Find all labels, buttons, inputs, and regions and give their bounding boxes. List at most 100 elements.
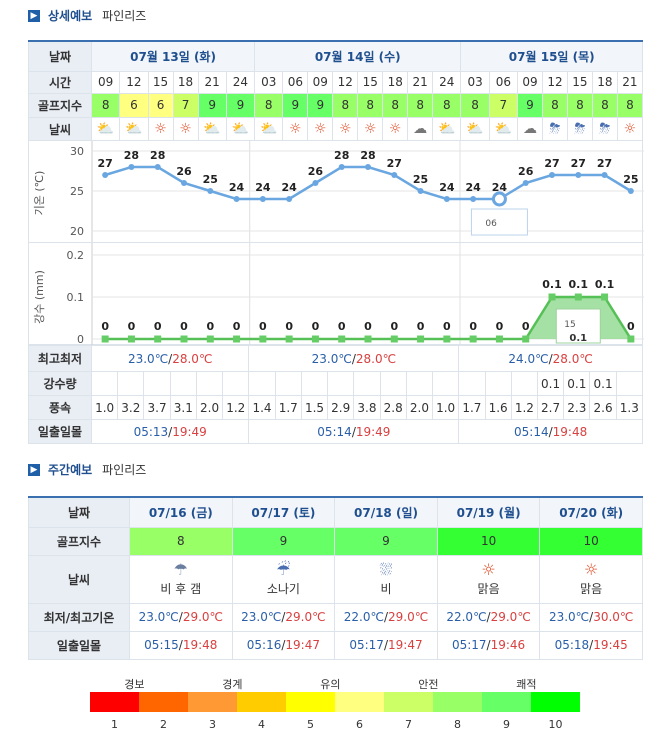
legend-number: 1 <box>111 718 118 731</box>
separator: / <box>281 638 286 652</box>
temp-point <box>417 188 424 194</box>
partly-cloudy-icon: ⛅ <box>466 121 484 137</box>
time-cell: 12 <box>541 70 568 94</box>
weekly-place: 파인리즈 <box>102 463 147 477</box>
weekly-weather-text: 맑음 <box>477 581 500 596</box>
detail-table: 날짜 07월 13일 (화) 07월 14일 (수) 07월 15일 (목) 시간 09… <box>28 40 644 142</box>
rain-point <box>180 335 188 343</box>
temp-point <box>181 180 187 186</box>
rain-chart: 강수 (mm) 0.2 0.1 0 0 0 0 0 0 0 0 0 0 0 0 0 0 0 0 0 0 0.1 0.1 0.1… <box>28 242 644 346</box>
rain-value-label: 0 <box>128 320 136 333</box>
wind-cell: 1.4 <box>248 395 276 420</box>
weekly-max-temp: 29.0℃ <box>388 610 429 624</box>
weekly-sunrise: 05:15 <box>144 638 179 652</box>
weekly-temp: 23.0℃/29.0℃ <box>231 602 336 632</box>
legend-number: 2 <box>160 718 167 731</box>
legend-number: 10 <box>548 718 563 731</box>
time-cell: 18 <box>172 70 199 94</box>
time-cell: 24 <box>432 70 462 94</box>
rain-point <box>364 335 372 343</box>
weekly-weather-text: 소나기 <box>266 581 300 596</box>
temp-tooltip-text: 06 <box>485 219 497 229</box>
separator: / <box>351 351 356 366</box>
weekly-golf-index: 10 <box>436 526 541 556</box>
time-cell: 03 <box>460 70 490 94</box>
time-cell: 12 <box>332 70 359 94</box>
date-header: 07월 15일 (목) <box>460 40 643 72</box>
temp-value-label: 25 <box>413 173 428 186</box>
wind-cell: 1.7 <box>458 395 486 420</box>
weekly-label-temp: 최저/최고기온 <box>28 602 130 632</box>
sunny-icon: ☼ <box>388 121 402 137</box>
legend-level-label: 유의 <box>320 678 341 691</box>
weekly-golf-index: 9 <box>334 526 438 556</box>
weekly-sun: 05:15/19:48 <box>129 630 233 660</box>
temp-value-label: 28 <box>124 149 139 162</box>
precip-cell <box>274 371 302 396</box>
weather-cell: ☼ <box>357 116 384 142</box>
golf-index-cell: 8 <box>357 92 384 118</box>
time-cell: 15 <box>357 70 384 94</box>
temp-value-label: 27 <box>571 157 586 170</box>
rain-point <box>259 335 267 343</box>
sunny-icon: ☼ <box>481 559 496 579</box>
separator: / <box>548 424 553 439</box>
temp-value-label: 27 <box>387 157 402 170</box>
partly-cloudy-icon: ⛅ <box>438 121 456 137</box>
wind-cell: 1.0 <box>432 395 460 420</box>
rain-point <box>390 335 398 343</box>
separator: / <box>383 610 388 624</box>
weekly-weather: ⛆ 비 <box>334 554 438 604</box>
temp-value-label: 24 <box>439 181 455 194</box>
rain-point <box>285 335 293 343</box>
rain-point <box>548 293 556 301</box>
weekly-weather-text: 비 <box>380 581 392 596</box>
weekly-min-temp: 23.0℃ <box>241 610 282 624</box>
golf-index-cell: 6 <box>119 92 149 118</box>
temp-value-label: 24 <box>229 181 245 194</box>
temp-tick-label: 30 <box>70 145 84 158</box>
weather-cell: ⛅ <box>225 116 256 142</box>
weekly-temp: 23.0℃/29.0℃ <box>129 602 233 632</box>
rain-value-label: 0 <box>285 320 293 333</box>
precip-cell <box>222 371 250 396</box>
temp-point <box>286 196 293 202</box>
weather-cell: ⛅ <box>488 116 519 142</box>
weather-cell: ⛅ <box>432 116 462 142</box>
legend-number: 3 <box>209 718 216 731</box>
weekly-sunset: 19:47 <box>388 638 423 652</box>
label-wind: 풍속 <box>28 395 92 420</box>
temp-point <box>259 196 266 202</box>
precip-cell <box>169 371 197 396</box>
legend-swatch <box>335 692 384 712</box>
temp-point <box>233 196 240 202</box>
legend-level-label: 안전 <box>418 678 439 691</box>
label-minmax: 최고최저 <box>28 345 92 372</box>
sunny-icon: ☼ <box>584 559 599 579</box>
chevron-right-icon: ▶ <box>28 463 40 476</box>
precip-cell <box>405 371 434 396</box>
separator: / <box>168 424 173 439</box>
separator: / <box>548 351 553 366</box>
wind-cell: 3.2 <box>117 395 145 420</box>
temp-value-label: 24 <box>492 181 508 194</box>
temp-value-label: 24 <box>255 181 271 194</box>
sunrise: 05:14 <box>514 424 549 439</box>
wind-cell: 3.7 <box>143 395 171 420</box>
legend-number: 5 <box>307 718 314 731</box>
time-cell: 21 <box>197 70 227 94</box>
golf-index-cell: 8 <box>407 92 434 118</box>
temp-point <box>470 196 477 202</box>
sunset: 19:48 <box>552 424 588 439</box>
rain-point <box>101 335 109 343</box>
max-temp: 28.0℃ <box>552 351 593 366</box>
min-temp: 23.0℃ <box>127 351 169 366</box>
weekly-temp: 23.0℃/30.0℃ <box>539 602 643 632</box>
precip-cell <box>432 371 460 396</box>
weekly-sunrise: 05:17 <box>451 638 487 652</box>
rain-point <box>206 335 214 343</box>
chevron-right-icon: ▶ <box>28 9 40 22</box>
wind-cell: 1.3 <box>615 395 644 420</box>
sunny-icon: ☼ <box>338 121 352 137</box>
rain-value-label: 0 <box>522 320 530 333</box>
